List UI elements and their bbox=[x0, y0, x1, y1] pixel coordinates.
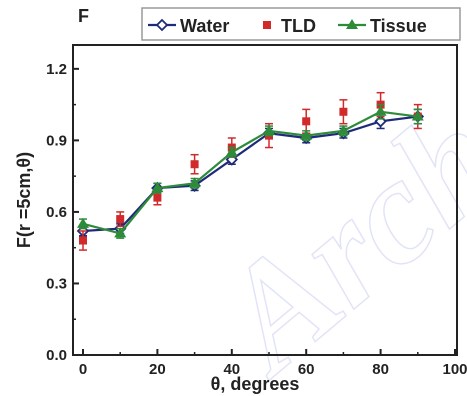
series-line bbox=[82, 115, 418, 233]
y-tick-label: 0.0 bbox=[46, 347, 67, 364]
data-point bbox=[300, 129, 313, 140]
x-tick-label: 80 bbox=[372, 361, 389, 378]
data-point bbox=[188, 177, 201, 188]
x-tick-label: 40 bbox=[223, 361, 240, 378]
y-tick-label: 1.2 bbox=[46, 61, 67, 78]
data-point bbox=[190, 160, 199, 169]
x-tick-label: 60 bbox=[298, 361, 315, 378]
legend-label-tissue: Tissue bbox=[370, 16, 427, 36]
data-point bbox=[79, 236, 87, 245]
data-point bbox=[411, 110, 424, 121]
watermark-text: Arch bbox=[183, 75, 467, 396]
data-point bbox=[153, 193, 162, 202]
y-tick-label: 0.9 bbox=[46, 132, 67, 149]
legend-label-tld: TLD bbox=[281, 16, 316, 36]
plot-frame bbox=[72, 44, 458, 356]
data-point bbox=[77, 217, 89, 228]
legend-box bbox=[141, 7, 461, 41]
legend-marker bbox=[263, 21, 271, 29]
data-point bbox=[337, 124, 350, 135]
data-point bbox=[263, 124, 275, 135]
data-point bbox=[374, 105, 387, 116]
data-point bbox=[116, 215, 125, 224]
series-tissue bbox=[77, 103, 424, 239]
legend: Water TLD Tissue bbox=[141, 7, 461, 41]
data-point bbox=[114, 227, 127, 238]
data-point bbox=[339, 107, 348, 116]
data-point bbox=[151, 182, 164, 193]
legend-marker bbox=[155, 18, 169, 32]
legend-label-water: Water bbox=[180, 16, 229, 36]
x-tick-label: 100 bbox=[442, 361, 467, 378]
x-tick-label: 0 bbox=[79, 361, 87, 378]
legend-marker bbox=[346, 19, 358, 29]
y-tick-label: 0.3 bbox=[46, 275, 67, 292]
series-group bbox=[76, 91, 425, 251]
data-point bbox=[225, 146, 238, 157]
x-axis-title: θ, degrees bbox=[211, 374, 300, 394]
y-axis-title: F(r =5cm,θ) bbox=[14, 152, 34, 248]
panel-label: F bbox=[78, 6, 89, 26]
axis-ticks: 0 20 40 60 80 100 0.0 0.3 0.6 0.9 1.2 bbox=[46, 61, 467, 378]
y-tick-label: 0.6 bbox=[46, 204, 67, 221]
data-point bbox=[302, 117, 311, 126]
series-line bbox=[82, 110, 418, 235]
x-tick-label: 20 bbox=[149, 361, 166, 378]
